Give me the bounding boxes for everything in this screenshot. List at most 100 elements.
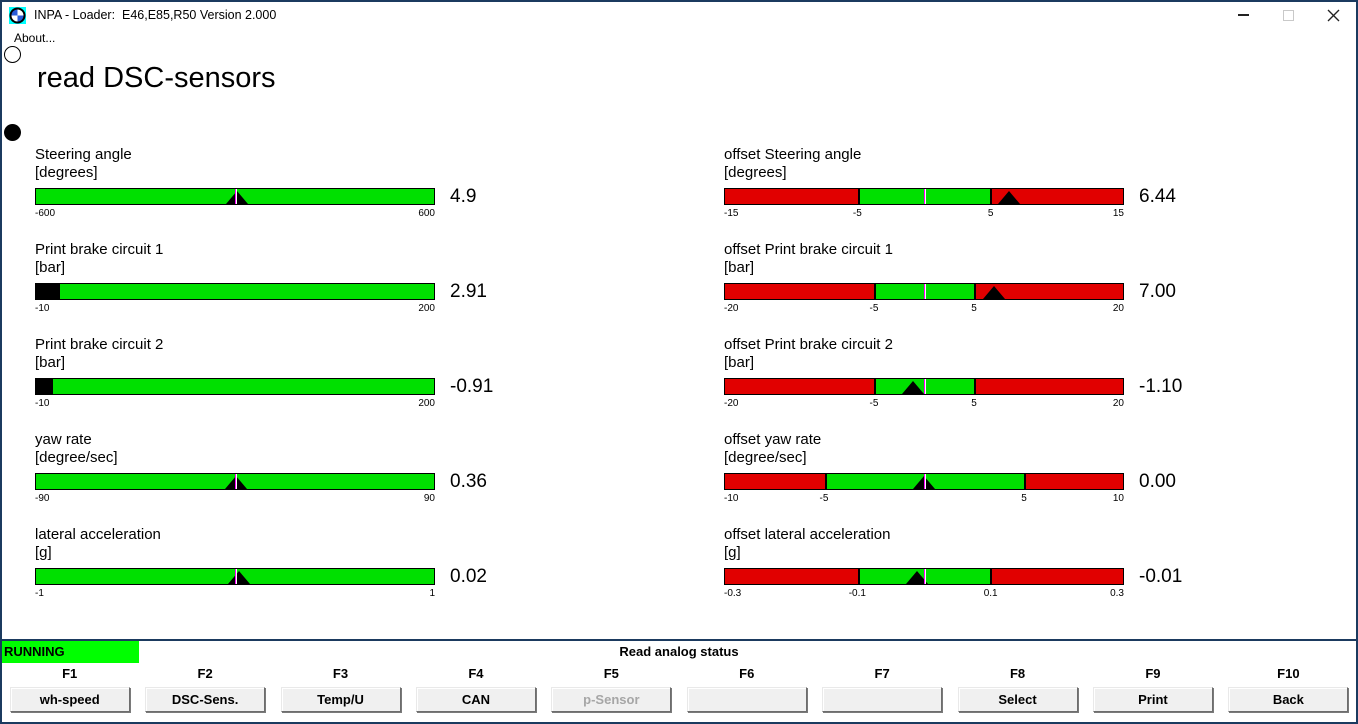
gauge-label: offset Print brake circuit 2 <box>724 336 893 353</box>
gauge-label: lateral acceleration <box>35 526 161 543</box>
fkey-column-f2: F2 DSC-Sens. <box>137 664 272 712</box>
gauge-tick-label: 1 <box>429 588 435 599</box>
status-bar: Read analog status RUNNING <box>2 641 1356 663</box>
gauge-row: yaw rate [degree/sec] 0.36 -90 90 <box>35 431 675 526</box>
gauge-row: offset Print brake circuit 1 [bar] 7.00 -20… <box>724 241 1356 336</box>
close-button[interactable] <box>1311 2 1356 28</box>
gauge-unit-label: [degrees] <box>35 164 98 181</box>
gauge-bar <box>724 378 1124 395</box>
maximize-icon <box>1283 9 1294 21</box>
gauge-value: 2.91 <box>450 281 487 302</box>
gauge-tick-label: -0.1 <box>848 588 866 599</box>
gauge-tick-label: -5 <box>852 208 862 219</box>
gauge-bar-row: 0.00 <box>724 471 1176 492</box>
gauge-zone-green <box>857 189 991 204</box>
gauge-tick-row: -1 1 <box>35 588 435 600</box>
gauge-pointer-icon <box>227 571 250 584</box>
fkey-column-f10: F10 Back <box>1221 664 1356 712</box>
menu-item-about[interactable]: About... <box>14 31 56 45</box>
gauge-tick-label: -5 <box>819 493 829 504</box>
page-title: read DSC-sensors <box>37 62 276 94</box>
fkey-label-f10: F10 <box>1277 666 1300 681</box>
fkey-button-f5: p-Sensor <box>551 687 672 712</box>
fkey-label-f4: F4 <box>468 666 484 681</box>
gauge-pointer-icon <box>906 571 929 584</box>
gauge-tick-label: 0.1 <box>983 588 998 599</box>
gauge-tick-row: -15 -5 5 15 <box>724 208 1124 220</box>
fkey-button-f1[interactable]: wh-speed <box>9 687 130 712</box>
gauge-value: 6.44 <box>1139 186 1176 207</box>
gauge-label: offset Steering angle <box>724 146 862 163</box>
gauge-tick-label: -15 <box>724 208 739 219</box>
gauge-unit-label: [bar] <box>724 259 755 276</box>
title-bar: INPA - Loader: E46,E85,R50 Version 2.000 <box>2 2 1356 28</box>
status-message: Read analog status <box>619 644 739 659</box>
gauge-zone-red <box>725 474 825 489</box>
gauge-bar-row: 7.00 <box>724 281 1176 302</box>
gauge-value: 0.00 <box>1139 471 1176 492</box>
fkey-button-f2[interactable]: DSC-Sens. <box>145 687 266 712</box>
gauge-tick-label: 20 <box>1112 303 1124 314</box>
gauge-bar-row: 4.9 <box>35 187 476 206</box>
fkey-label-f1: F1 <box>62 666 78 681</box>
gauge-zone-red <box>990 189 1123 204</box>
gauge-value: 0.02 <box>450 566 487 587</box>
gauge-tick-label: 5 <box>987 208 994 219</box>
gauge-tick-row: -10 -5 5 10 <box>724 493 1124 505</box>
gauge-bar <box>35 283 435 300</box>
gauge-row: Print brake circuit 1 [bar] 2.91 -10 200 <box>35 241 675 336</box>
running-status-badge: RUNNING <box>2 641 139 663</box>
fkey-button-f9[interactable]: Print <box>1092 687 1213 712</box>
gauge-zero-marker <box>235 569 237 584</box>
gauge-fill-bar <box>36 379 54 394</box>
gauge-zero-marker <box>924 569 926 584</box>
gauge-tick-label: 0.3 <box>1110 588 1124 599</box>
gauge-tick-label: 200 <box>418 398 435 409</box>
gauge-fill-bar <box>36 284 61 299</box>
fkey-label-f2: F2 <box>197 666 213 681</box>
fkey-button-f8[interactable]: Select <box>957 687 1078 712</box>
fkey-button-f3[interactable]: Temp/U <box>280 687 401 712</box>
gauge-row: Print brake circuit 2 [bar] -0.91 -10 200 <box>35 336 675 431</box>
gauge-tick-label: 5 <box>971 398 977 409</box>
gauge-unit-label: [g] <box>724 544 741 561</box>
gauge-value: -0.91 <box>450 376 494 397</box>
gauge-bar <box>35 188 435 205</box>
gauge-label: Print brake circuit 2 <box>35 336 164 353</box>
gauge-bar <box>724 188 1124 205</box>
fkey-column-f5: F5 p-Sensor <box>544 664 679 712</box>
gauge-bar-row: -0.01 <box>724 567 1182 586</box>
gauge-unit-label: [degree/sec] <box>724 449 807 466</box>
gauge-tick-label: 600 <box>418 208 435 219</box>
gauge-zero-marker <box>924 474 926 489</box>
fkey-button-f4[interactable]: CAN <box>415 687 536 712</box>
fkey-column-f9: F9 Print <box>1085 664 1220 712</box>
gauge-label: offset yaw rate <box>724 431 822 448</box>
fkey-column-f8: F8 Select <box>950 664 1085 712</box>
gauge-column-right: offset Steering angle [degrees] 6.44 -15 -5 5… <box>724 146 1356 621</box>
gauge-row: Steering angle [degrees] 4.9 -600 600 <box>35 146 675 241</box>
bottom-panel: Read analog status RUNNING F1 wh-speed F2 D… <box>2 639 1356 722</box>
gauge-bar <box>35 473 435 490</box>
fkey-button-f6[interactable] <box>686 687 807 712</box>
gauge-zero-marker <box>235 474 237 489</box>
gauge-value: -1.10 <box>1139 376 1183 397</box>
gauge-tick-label: -0.3 <box>724 588 742 599</box>
gauge-zone-red <box>973 379 1123 394</box>
fkey-button-f7[interactable] <box>822 687 943 712</box>
fkey-button-f10[interactable]: Back <box>1228 687 1349 712</box>
minimize-button[interactable] <box>1221 2 1266 28</box>
gauge-tick-label: 10 <box>1112 493 1124 504</box>
gauge-tick-label: -600 <box>35 208 56 219</box>
fkey-label-f9: F9 <box>1145 666 1161 681</box>
gauge-zone-red <box>990 569 1123 584</box>
gauge-tick-label: -10 <box>35 398 50 409</box>
gauge-tick-label: -10 <box>724 493 739 504</box>
gauge-value: 7.00 <box>1139 281 1176 302</box>
gauge-zone-green <box>36 379 434 394</box>
gauge-tick-row: -600 600 <box>35 208 435 220</box>
gauge-label: offset lateral acceleration <box>724 526 891 543</box>
gauge-row: offset lateral acceleration [g] -0.01 -0.3 -… <box>724 526 1356 621</box>
gauge-tick-label: 15 <box>1112 208 1124 219</box>
